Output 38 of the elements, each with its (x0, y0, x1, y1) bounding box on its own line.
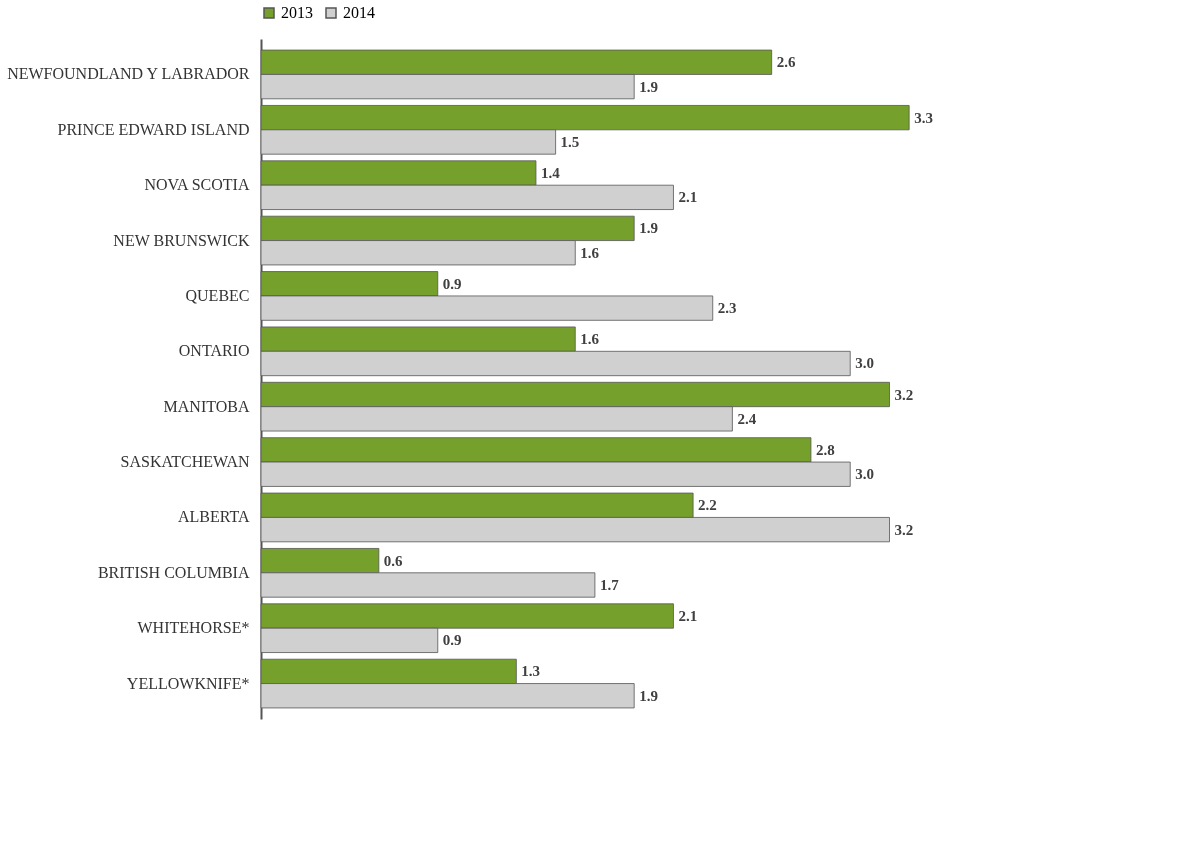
data-label: 2.2 (698, 497, 717, 514)
data-label: 0.6 (383, 552, 404, 569)
data-label: 0.9 (442, 632, 462, 649)
y-tick-label: WHITEHORSE* (137, 619, 250, 637)
y-tick-label: YELLOWKNIFE* (126, 674, 250, 692)
data-label: 1.6 (580, 244, 600, 261)
data-label: 2.4 (737, 410, 757, 427)
data-label: 1.3 (521, 663, 541, 680)
data-label: 2.1 (678, 608, 698, 624)
data-label: 1.9 (639, 220, 658, 237)
legend-label: 2014 (343, 4, 375, 21)
y-tick-label: PRINCE EDWARD ISLAND (57, 120, 250, 138)
data-label: 3.2 (894, 521, 914, 538)
y-tick-label: NEWFOUNDLAND Y LABRADOR (7, 65, 250, 83)
legend-label: 2013 (281, 4, 313, 21)
data-label: 3.0 (855, 355, 874, 372)
y-tick-label: ONTARIO (178, 342, 250, 360)
y-tick-label: ALBERTA (177, 508, 250, 526)
data-label: 1.9 (639, 78, 658, 95)
y-tick-label: SASKATCHEWAN (120, 453, 250, 471)
data-label: 2.6 (776, 54, 796, 71)
data-label: 3.2 (894, 386, 914, 403)
y-tick-label: MANITOBA (163, 397, 250, 415)
data-label: 0.9 (442, 275, 462, 292)
data-label: 2.3 (717, 300, 737, 317)
data-label: 1.5 (560, 134, 580, 150)
y-tick-label: NOVA SCOTIA (144, 176, 250, 194)
y-tick-label: QUEBEC (185, 286, 250, 304)
data-label: 2.1 (678, 189, 698, 206)
data-label: 1.6 (580, 331, 600, 348)
data-label: 2.8 (815, 441, 835, 458)
data-label: 1.4 (540, 165, 561, 182)
data-label: 1.9 (639, 687, 658, 704)
data-label: 3.0 (855, 466, 874, 483)
data-label: 1.7 (599, 576, 620, 593)
data-label: 3.3 (914, 109, 933, 126)
y-tick-label: NEW BRUNSWICK (113, 231, 250, 249)
y-tick-label: BRITISH COLUMBIA (97, 563, 250, 581)
